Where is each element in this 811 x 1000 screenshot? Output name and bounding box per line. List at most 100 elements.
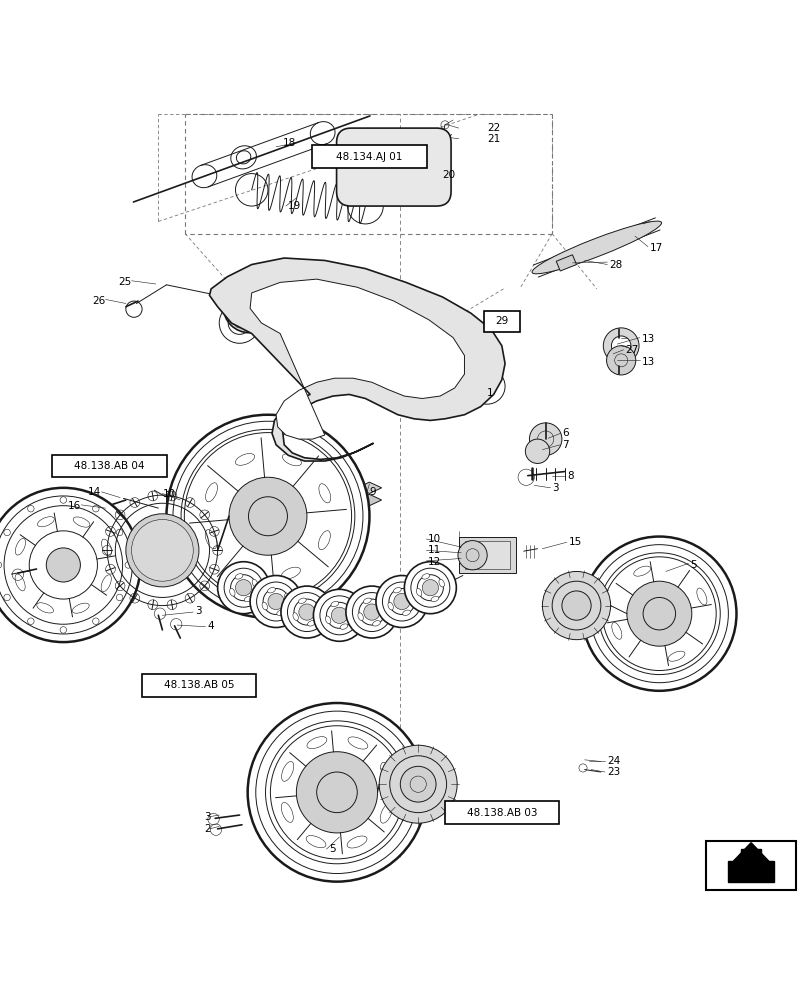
Circle shape [345, 586, 397, 638]
Ellipse shape [307, 737, 327, 749]
Polygon shape [556, 255, 576, 271]
Circle shape [404, 562, 456, 614]
Ellipse shape [101, 539, 111, 556]
Ellipse shape [252, 579, 257, 587]
Ellipse shape [416, 588, 421, 596]
Ellipse shape [318, 531, 330, 550]
Polygon shape [732, 843, 768, 861]
Ellipse shape [633, 566, 650, 576]
Text: 11: 11 [427, 545, 440, 555]
Text: 25: 25 [118, 277, 131, 287]
FancyBboxPatch shape [483, 311, 519, 332]
Ellipse shape [262, 602, 267, 610]
Circle shape [393, 593, 410, 610]
Ellipse shape [307, 621, 315, 626]
Ellipse shape [306, 836, 325, 848]
Text: 9: 9 [369, 487, 375, 497]
Circle shape [28, 618, 34, 624]
Circle shape [116, 529, 122, 536]
Circle shape [217, 562, 269, 614]
Ellipse shape [298, 598, 306, 603]
Text: 21: 21 [487, 134, 500, 144]
Circle shape [400, 766, 436, 802]
FancyBboxPatch shape [336, 128, 450, 206]
Circle shape [235, 580, 251, 596]
Circle shape [234, 318, 244, 328]
Text: 29: 29 [495, 316, 508, 326]
Ellipse shape [340, 624, 347, 629]
Ellipse shape [393, 587, 401, 593]
Circle shape [229, 477, 307, 555]
Text: 20: 20 [442, 170, 455, 180]
Text: 2: 2 [204, 824, 211, 834]
Circle shape [268, 593, 284, 610]
Text: 27: 27 [624, 345, 637, 355]
Ellipse shape [667, 651, 684, 661]
Text: 48.134.AJ 01: 48.134.AJ 01 [336, 152, 402, 162]
Text: 48.138.AB 05: 48.138.AB 05 [164, 680, 234, 690]
Ellipse shape [422, 574, 429, 579]
Text: 13: 13 [641, 357, 654, 367]
Circle shape [166, 415, 369, 618]
Text: 8: 8 [566, 471, 573, 481]
Ellipse shape [325, 616, 330, 624]
FancyBboxPatch shape [311, 145, 427, 168]
Ellipse shape [205, 483, 217, 502]
Text: 3: 3 [551, 483, 558, 493]
Ellipse shape [402, 610, 410, 616]
Ellipse shape [101, 575, 111, 592]
Text: 7: 7 [561, 440, 568, 450]
Circle shape [60, 497, 67, 503]
Circle shape [611, 336, 630, 355]
Text: 3: 3 [195, 606, 201, 616]
Circle shape [116, 594, 122, 601]
Ellipse shape [15, 574, 25, 591]
Polygon shape [250, 279, 464, 439]
Ellipse shape [281, 802, 293, 822]
Ellipse shape [380, 803, 392, 823]
Circle shape [469, 368, 504, 404]
Ellipse shape [388, 602, 393, 610]
FancyBboxPatch shape [52, 455, 167, 477]
Bar [458, 537, 515, 573]
Ellipse shape [234, 567, 253, 579]
Ellipse shape [315, 604, 320, 611]
Text: 10: 10 [427, 534, 440, 544]
Ellipse shape [230, 588, 234, 596]
Circle shape [422, 580, 438, 596]
Circle shape [363, 604, 380, 620]
Ellipse shape [696, 588, 706, 605]
Circle shape [296, 752, 377, 833]
Ellipse shape [15, 538, 25, 555]
FancyBboxPatch shape [444, 801, 558, 824]
Circle shape [457, 541, 487, 570]
Circle shape [367, 161, 379, 173]
Ellipse shape [37, 517, 54, 527]
Ellipse shape [611, 622, 621, 639]
Ellipse shape [268, 587, 275, 593]
Ellipse shape [319, 484, 330, 503]
Ellipse shape [331, 601, 338, 607]
Circle shape [28, 505, 34, 512]
Ellipse shape [348, 737, 367, 749]
Bar [171, 495, 202, 518]
Circle shape [375, 576, 427, 627]
Ellipse shape [285, 593, 290, 601]
Circle shape [298, 604, 315, 620]
Bar [165, 491, 208, 522]
Circle shape [60, 627, 67, 633]
Ellipse shape [372, 621, 380, 626]
Polygon shape [357, 494, 381, 506]
Circle shape [126, 514, 199, 587]
Bar [706, 841, 795, 890]
Circle shape [525, 439, 549, 463]
Ellipse shape [244, 596, 251, 602]
Ellipse shape [281, 567, 300, 579]
Text: 19: 19 [288, 201, 301, 211]
Polygon shape [727, 849, 773, 882]
Circle shape [0, 562, 2, 568]
Circle shape [46, 548, 80, 582]
Ellipse shape [277, 610, 284, 616]
Text: 6: 6 [561, 428, 568, 438]
Polygon shape [209, 258, 504, 461]
